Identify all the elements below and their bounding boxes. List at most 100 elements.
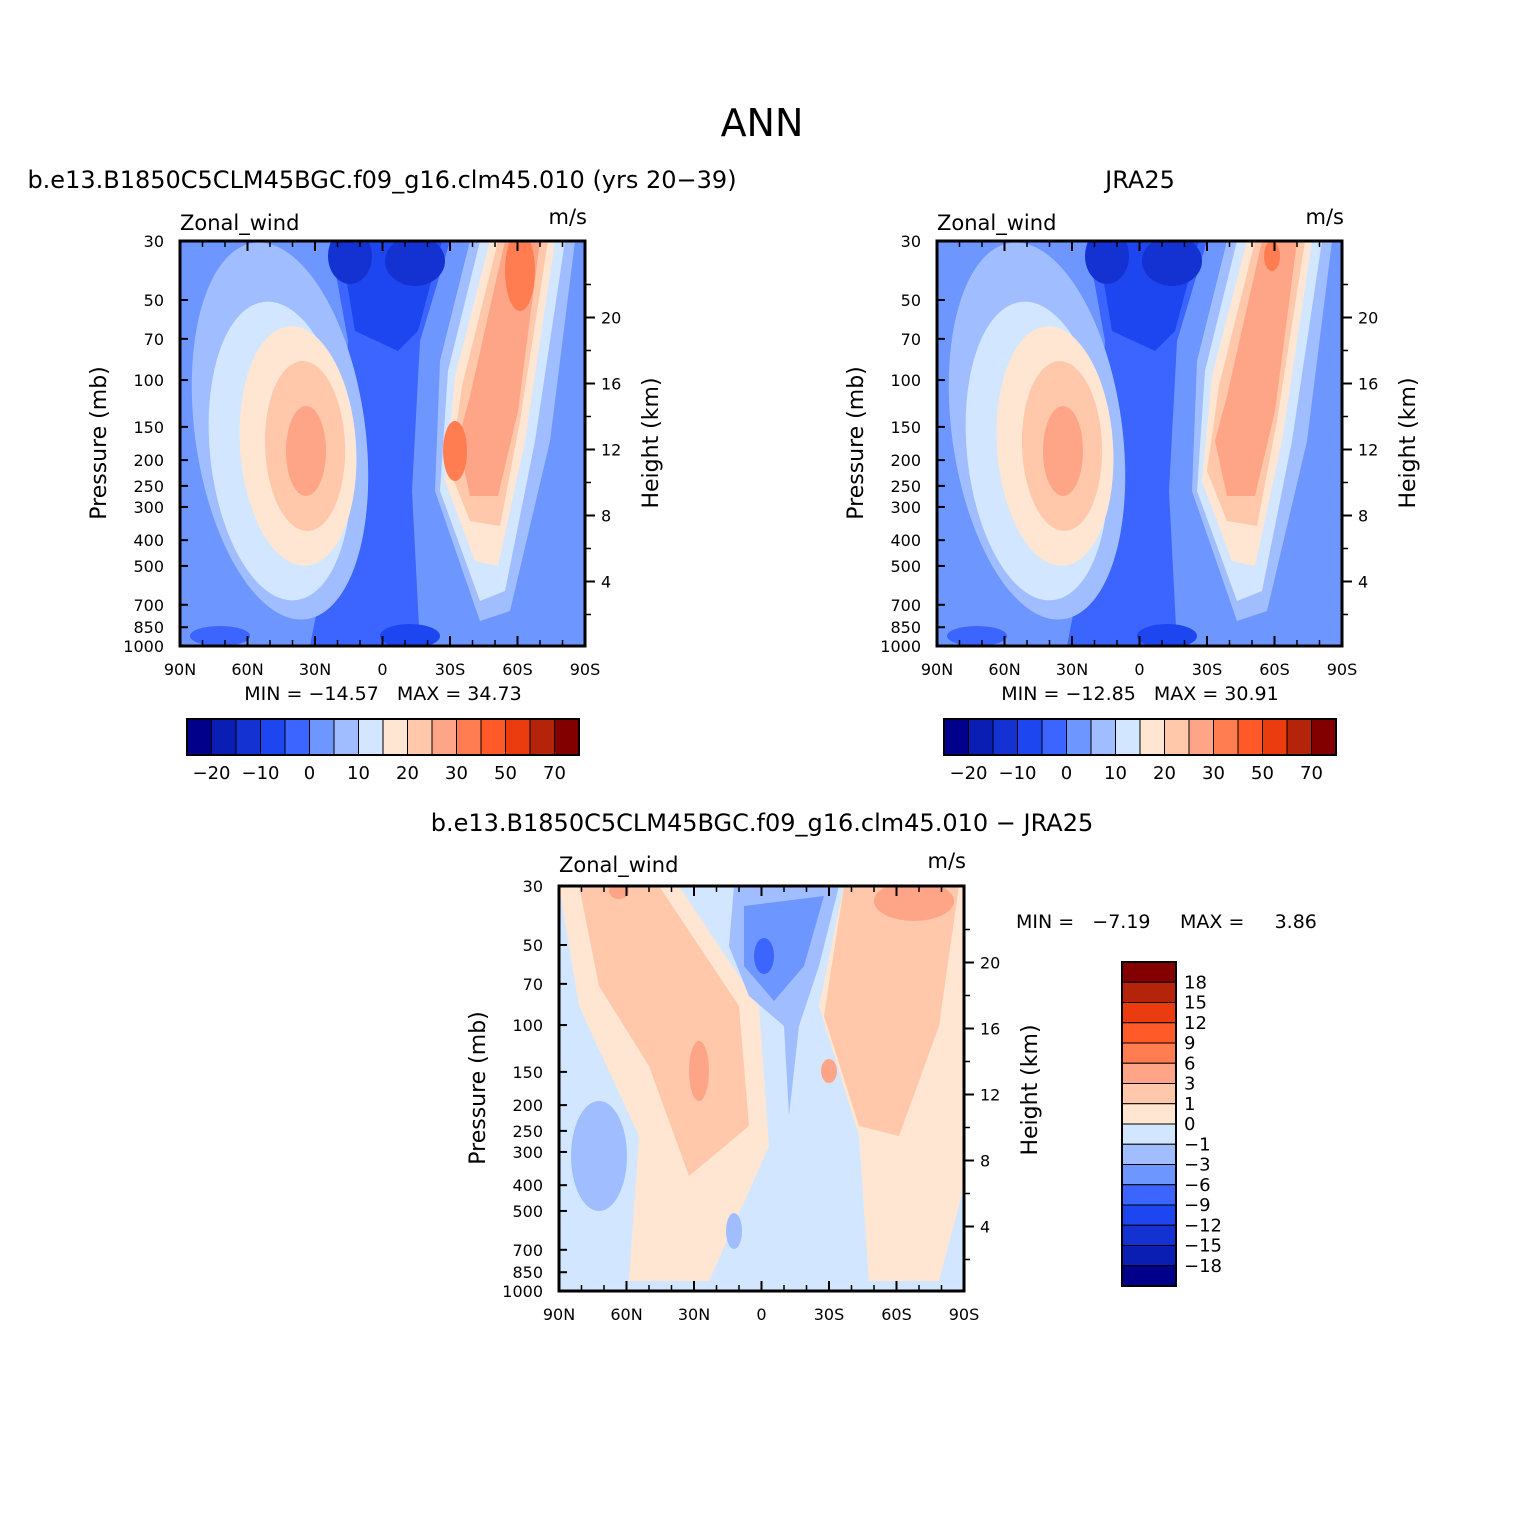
- panel-model-title: b.e13.B1850C5CLM45BGC.f09_g16.clm45.010 …: [27, 166, 736, 194]
- panel-obs-colorbar-label: −20: [950, 763, 988, 784]
- panel-obs-height-tick-label: 4: [1358, 572, 1368, 591]
- easterly-max: [1085, 241, 1129, 284]
- panel-obs-height-tick-label: 12: [1358, 440, 1378, 459]
- panel-obs-colorbar-box: [943, 718, 969, 756]
- contour-region: [1137, 624, 1197, 646]
- panel-obs-colorbar-box: [1164, 718, 1190, 756]
- diff-region: [874, 886, 954, 921]
- panel-obs-xtick-label: 30N: [1056, 660, 1088, 679]
- panel-model-ytick-label: 300: [133, 498, 164, 517]
- panel-model-ytick-label: 850: [133, 618, 164, 637]
- panel-diff-contour-field: [559, 886, 964, 1291]
- panel-obs-ylabel: Pressure (mb): [844, 366, 869, 520]
- panel-model-colorbar-label: 20: [396, 763, 419, 784]
- panel-diff-ytick-label: 500: [512, 1202, 543, 1221]
- panel-diff-ytick-label: 400: [512, 1176, 543, 1195]
- panel-model-height-tick-label: 20: [601, 308, 621, 327]
- panel-obs-height-tick-label: 20: [1358, 308, 1378, 327]
- panel-diff-ytick-label: 100: [512, 1016, 543, 1035]
- panel-obs-ytick-label: 700: [890, 596, 921, 615]
- panel-diff-colorbar-label: 15: [1184, 993, 1207, 1014]
- panel-obs-ylabel-right: Height (km): [1396, 377, 1421, 508]
- panel-model-colorbar-box: [456, 718, 482, 756]
- panel-diff-colorbar-label: 6: [1184, 1053, 1195, 1074]
- panel-obs-axes: 305070100150200250300400500700850100090N…: [880, 232, 1378, 679]
- diff-region: [754, 938, 774, 974]
- easterly-max: [1142, 241, 1202, 286]
- panel-diff-max: MAX = 3.86: [1180, 911, 1317, 933]
- panel-diff-xtick-label: 30N: [678, 1305, 710, 1324]
- panel-obs-colorbar-label: 30: [1202, 763, 1225, 784]
- panel-model-colorbar-frame: [186, 718, 580, 756]
- panel-model-xtick-label: 60N: [231, 660, 263, 679]
- panel-model-colorbar-box: [309, 718, 335, 756]
- panel-diff-axes: 305070100150200250300400500700850100090N…: [502, 877, 1000, 1324]
- panel-diff-height-tick-label: 20: [980, 953, 1000, 972]
- panel-obs-ytick-label: 400: [890, 531, 921, 550]
- panel-diff-colorbar-box: [1121, 1022, 1177, 1044]
- panel-diff-colorbar-label: −1: [1184, 1134, 1211, 1155]
- panel-diff-colorbar-label: −9: [1184, 1195, 1211, 1216]
- panel-diff-colorbar-label: 0: [1184, 1114, 1195, 1135]
- panel-model-xtick-label: 0: [377, 660, 387, 679]
- contour-region: [380, 624, 440, 646]
- panel-model-xtick-label: 90S: [570, 660, 601, 679]
- panel-obs-ytick-label: 70: [901, 330, 921, 349]
- panel-model-colorbar-box: [235, 718, 261, 756]
- panel-model-ytick-label: 200: [133, 451, 164, 470]
- contour-region: [947, 626, 1007, 646]
- panel-diff-ytick-label: 850: [512, 1263, 543, 1282]
- panel-model-colorbar-box: [407, 718, 433, 756]
- jet-core: [1264, 241, 1280, 271]
- panel-diff-colorbar-box: [1121, 1265, 1177, 1287]
- panel-obs-min-max: MIN = −12.85 MAX = 30.91: [1001, 683, 1278, 705]
- panel-diff-colorbar-box: [1121, 1103, 1177, 1125]
- panel-obs-left-label: Zonal_wind: [937, 211, 1056, 236]
- panel-obs-colorbar-label: 0: [1061, 763, 1072, 784]
- panel-model-colorbar-box: [358, 718, 384, 756]
- diff-region: [744, 896, 824, 1001]
- panel-model: b.e13.B1850C5CLM45BGC.f09_g16.clm45.010 …: [27, 166, 736, 784]
- panel-model-xtick-label: 30S: [435, 660, 466, 679]
- panel-model-height-tick-label: 16: [601, 374, 621, 393]
- panel-diff-colorbar-label: 1: [1184, 1094, 1195, 1115]
- panel-obs-colorbar-box: [1311, 718, 1337, 756]
- panel-diff-colorbar-box: [1121, 1224, 1177, 1246]
- jet-core: [443, 421, 467, 481]
- main-title: ANN: [721, 101, 804, 145]
- panel-model-colorbar-box: [554, 718, 580, 756]
- panel-model-ytick-label: 1000: [123, 637, 164, 656]
- panel-obs-xtick-label: 0: [1134, 660, 1144, 679]
- panel-diff-colorbar-label: 18: [1184, 972, 1207, 993]
- panel-diff-height-tick-label: 12: [980, 1085, 1000, 1104]
- panel-diff-colorbar-label: −18: [1184, 1256, 1222, 1277]
- panel-obs-colorbar-box: [1115, 718, 1141, 756]
- panel-model-colorbar-label: −20: [193, 763, 231, 784]
- panel-model-colorbar-label: 10: [347, 763, 370, 784]
- panel-obs-contour-field: [937, 241, 1342, 646]
- panel-diff-height-tick-label: 16: [980, 1019, 1000, 1038]
- panel-model-colorbar-box: [480, 718, 506, 756]
- panel-obs-colorbar-box: [1286, 718, 1312, 756]
- panel-diff-xtick-label: 0: [756, 1305, 766, 1324]
- panel-diff-colorbar-label: 3: [1184, 1074, 1195, 1095]
- panel-diff-colorbar-label: 12: [1184, 1013, 1207, 1034]
- contour-region: [286, 406, 326, 496]
- panel-diff-ytick-label: 250: [512, 1122, 543, 1141]
- panel-diff-xtick-label: 90S: [949, 1305, 980, 1324]
- panel-diff-ytick-label: 50: [523, 936, 543, 955]
- panel-diff-colorbar-box: [1121, 1204, 1177, 1226]
- panel-model-colorbar-box: [333, 718, 359, 756]
- panel-diff-ylabel: Pressure (mb): [466, 1011, 491, 1165]
- panel-obs: JRA25 Zonal_wind m/s 3050701001502002503…: [844, 166, 1421, 784]
- panel-diff-ytick-label: 150: [512, 1063, 543, 1082]
- panel-obs-ytick-label: 250: [890, 477, 921, 496]
- panel-model-ytick-label: 30: [144, 232, 164, 251]
- panel-obs-colorbar-box: [1041, 718, 1067, 756]
- panel-obs-colorbar-label: 10: [1104, 763, 1127, 784]
- panel-model-colorbar-label: −10: [242, 763, 280, 784]
- panel-model-left-label: Zonal_wind: [180, 211, 299, 236]
- diff-region: [821, 1059, 837, 1083]
- panel-obs-xtick-label: 90N: [921, 660, 953, 679]
